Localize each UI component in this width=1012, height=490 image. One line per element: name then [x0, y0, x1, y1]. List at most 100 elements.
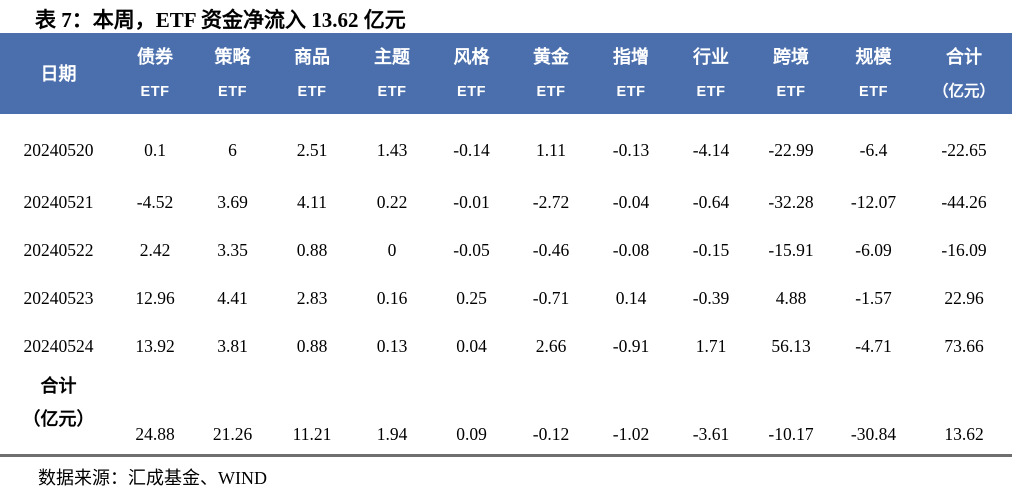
col-header-label: 策略	[214, 47, 251, 67]
value-cell: 0.25	[456, 287, 487, 308]
value-cell: 1.43	[376, 139, 408, 160]
date-cell: 20240523	[23, 287, 94, 308]
col-header-sublabel: ETF	[457, 84, 486, 100]
total-value-cell: 13.62	[944, 424, 984, 444]
total-label-line2: （亿元）	[22, 409, 95, 429]
table-row: 20240520 0.1 6 2.51 1.43 -0.14 1.11 -0.1…	[0, 114, 1012, 178]
total-value-cell: 24.88	[135, 424, 175, 444]
col-header-cross-border-etf: 跨境 ETF	[751, 33, 831, 114]
table-row: 20240523 12.96 4.41 2.83 0.16 0.25 -0.71…	[0, 274, 1012, 322]
date-cell: 20240521	[23, 191, 94, 212]
value-cell: 73.66	[944, 335, 984, 356]
col-header-index-enhanced-etf: 指增 ETF	[591, 33, 671, 114]
col-header-sector-etf: 行业 ETF	[671, 33, 751, 114]
value-cell: 0.04	[456, 335, 487, 356]
col-header-style-etf: 风格 ETF	[432, 33, 511, 114]
date-cell: 20240522	[23, 239, 94, 260]
value-cell: -0.04	[612, 191, 650, 212]
value-cell: 4.88	[775, 287, 807, 308]
value-cell: 1.71	[695, 335, 727, 356]
value-cell: -32.28	[768, 191, 814, 212]
col-header-label: 合计	[946, 47, 982, 67]
col-header-strategy-etf: 策略 ETF	[193, 33, 272, 114]
value-cell: 2.42	[139, 239, 171, 260]
col-header-sublabel: ETF	[696, 84, 726, 100]
col-header-sublabel: ETF	[536, 84, 566, 100]
value-cell: -12.07	[850, 191, 897, 212]
col-header-sublabel: ETF	[297, 84, 327, 100]
total-value-cell: -3.61	[692, 424, 730, 444]
value-cell: -0.13	[612, 139, 650, 160]
value-cell: 0.16	[376, 287, 408, 308]
col-header-bond-etf: 债券 ETF	[117, 33, 193, 114]
value-cell: -0.46	[532, 239, 570, 260]
value-cell: -4.14	[692, 139, 730, 160]
value-cell: 56.13	[771, 335, 811, 356]
total-label-line1: 合计	[40, 376, 77, 396]
table-row: 20240521 -4.52 3.69 4.11 0.22 -0.01 -2.7…	[0, 178, 1012, 226]
col-header-sublabel: ETF	[776, 84, 806, 100]
value-cell: -0.15	[692, 239, 730, 260]
value-cell: 2.83	[296, 287, 328, 308]
col-header-total: 合计 （亿元）	[916, 33, 1012, 114]
table-title: 表 7：本周，ETF 资金净流入 13.62 亿元	[35, 8, 406, 32]
total-value-cell: 21.26	[212, 424, 253, 444]
table-row: 20240522 2.42 3.35 0.88 0 -0.05 -0.46 -0…	[0, 226, 1012, 274]
col-header-label: 日期	[40, 63, 77, 84]
value-cell: -16.09	[941, 239, 987, 260]
value-cell: 3.81	[217, 335, 248, 356]
value-cell: 0.13	[376, 335, 408, 356]
col-header-label: 主题	[374, 47, 410, 67]
date-cell: 20240524	[23, 335, 94, 356]
value-cell: -4.71	[855, 335, 892, 356]
value-cell: -0.01	[453, 191, 490, 212]
value-cell: 0.14	[615, 287, 647, 308]
value-cell: 0.88	[296, 239, 328, 260]
col-header-sublabel: ETF	[140, 84, 170, 100]
value-cell: -4.52	[136, 191, 174, 212]
etf-flow-table: 日期 债券 ETF 策略 ETF 商品 ETF 主题 ETF 风格 ETF 黄金 ETF 指…	[0, 33, 1012, 457]
col-header-label: 风格	[453, 47, 490, 67]
value-cell: 0.22	[376, 191, 408, 212]
col-header-label: 跨境	[773, 47, 809, 67]
table-row: 20240524 13.92 3.81 0.88 0.13 0.04 2.66 …	[0, 322, 1012, 370]
value-cell: -0.39	[692, 287, 730, 308]
total-row: 合计 （亿元） 24.88 21.26 11.21 1.94 0.09 -0.1…	[0, 370, 1012, 456]
date-cell: 20240520	[23, 139, 94, 160]
total-value-cell: -10.17	[768, 424, 814, 444]
col-header-commodity-etf: 商品 ETF	[272, 33, 352, 114]
col-header-sublabel: ETF	[859, 84, 888, 100]
col-header-label: 指增	[613, 47, 649, 67]
value-cell: 0.1	[144, 139, 166, 160]
value-cell: -0.14	[453, 139, 490, 160]
value-cell: 1.11	[536, 139, 566, 160]
total-value-cell: 0.09	[456, 424, 487, 444]
col-header-date: 日期	[0, 33, 117, 114]
total-value-cell: -30.84	[850, 424, 897, 444]
header-row: 日期 债券 ETF 策略 ETF 商品 ETF 主题 ETF 风格 ETF 黄金 ETF 指…	[0, 33, 1012, 114]
col-header-label: 规模	[855, 47, 892, 67]
col-header-theme-etf: 主题 ETF	[352, 33, 432, 114]
value-cell: -6.09	[855, 239, 892, 260]
col-header-label: 行业	[693, 47, 729, 67]
total-value-cell: 11.21	[292, 424, 332, 444]
col-header-gold-etf: 黄金 ETF	[511, 33, 591, 114]
value-cell: 2.51	[296, 139, 328, 160]
value-cell: 3.35	[217, 239, 248, 260]
col-header-sublabel: ETF	[616, 84, 646, 100]
value-cell: -44.26	[941, 191, 987, 212]
col-header-sublabel: ETF	[218, 84, 247, 100]
col-header-label: 黄金	[533, 47, 569, 67]
value-cell: -0.08	[612, 239, 650, 260]
value-cell: -22.99	[768, 139, 814, 160]
value-cell: 12.96	[135, 287, 175, 308]
value-cell: 0	[387, 239, 397, 260]
value-cell: -2.72	[532, 191, 570, 212]
total-value-cell: 1.94	[376, 424, 408, 444]
total-value-cell: -0.12	[532, 424, 570, 444]
value-cell: 2.66	[535, 335, 567, 356]
value-cell: -6.4	[859, 139, 888, 160]
col-header-broad-based-etf: 规模 ETF	[831, 33, 916, 114]
value-cell: 6	[228, 139, 237, 160]
value-cell: -0.05	[453, 239, 490, 260]
